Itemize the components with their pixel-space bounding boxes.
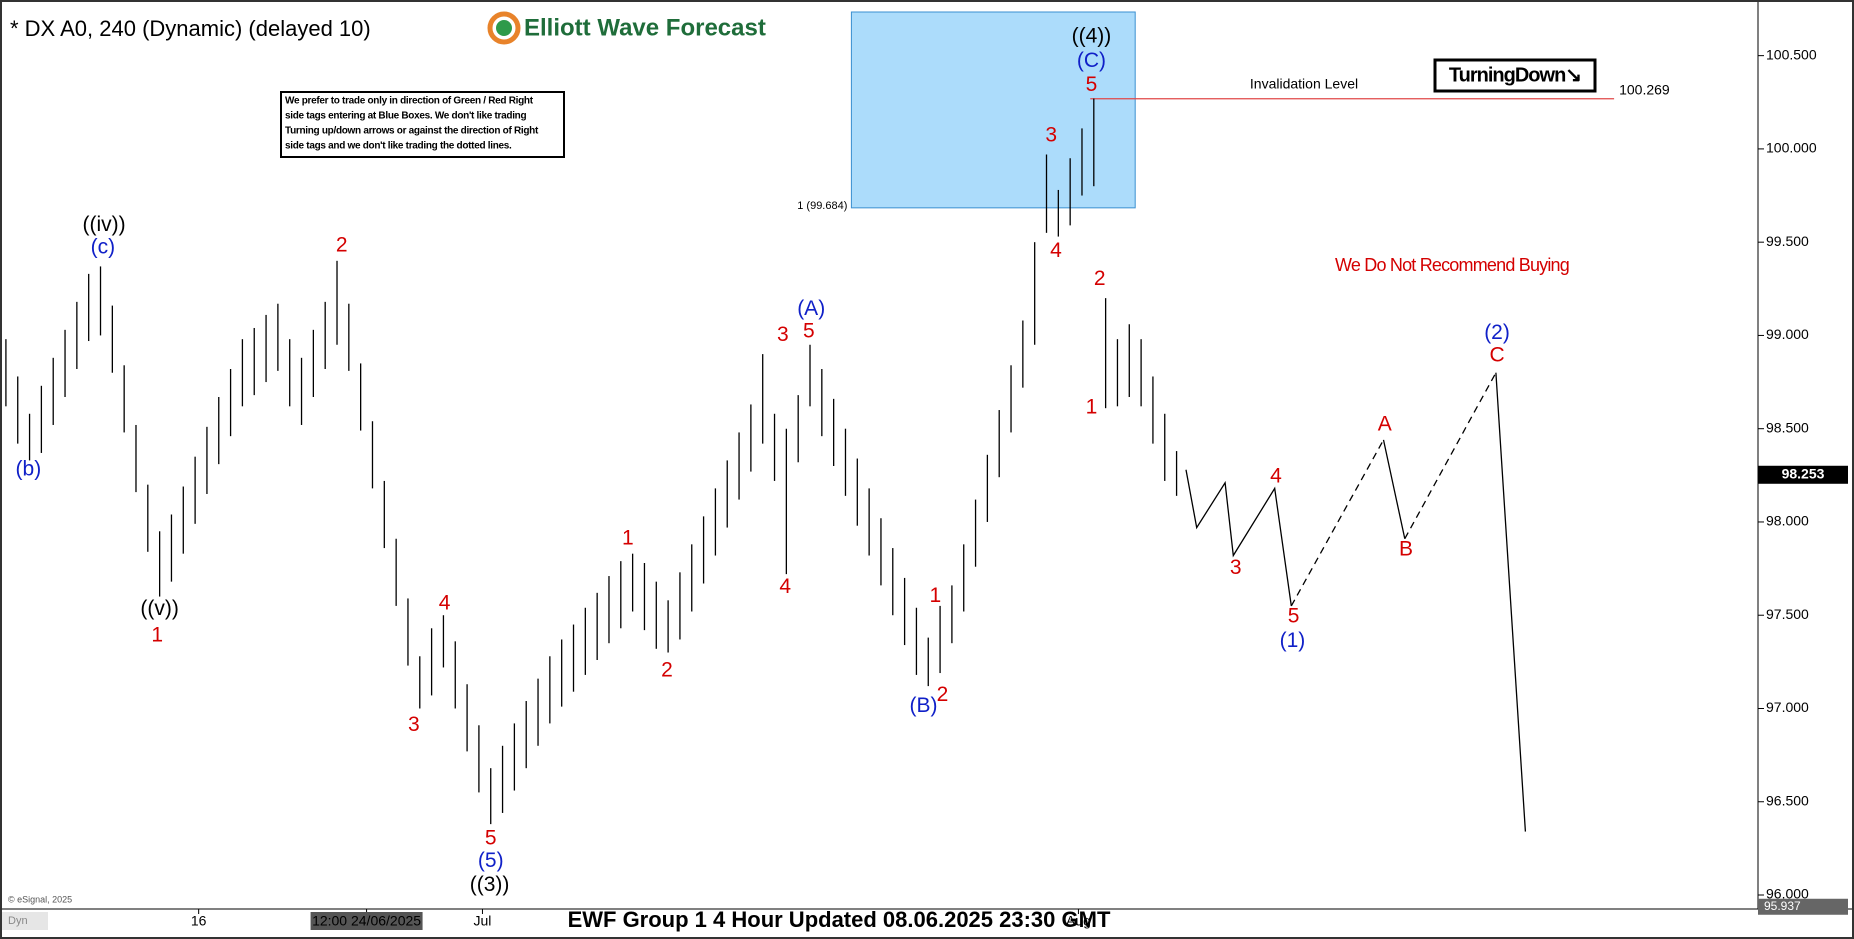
note-line: Turning up/down arrows or against the di… [285, 126, 539, 137]
wave-label: (5) [478, 849, 504, 872]
wave-label: 4 [779, 575, 791, 598]
wave-label: ((iv)) [82, 213, 125, 236]
main-layer: Invalidation Level 100.269 ((iv))(c) (b) ((v… [5, 25, 1670, 896]
wave-label: 1 [930, 584, 942, 607]
wave-label: 5 [485, 827, 497, 850]
y-tick-label: 96.500 [1766, 792, 1809, 808]
wave-label: B [1399, 537, 1413, 560]
wave-label: (b) [16, 457, 42, 480]
x-tick-label: 12:00 24/06/2025 [312, 913, 421, 929]
wave-label: 2 [661, 659, 673, 682]
projection-path [1185, 372, 1527, 832]
wave-label: 4 [439, 592, 451, 615]
y-tick-label: 100.500 [1766, 46, 1817, 62]
logo-core [496, 20, 512, 36]
y-tick-label: 98.000 [1766, 513, 1809, 529]
wave-label: 4 [1270, 465, 1282, 488]
invalidation-value: 100.269 [1619, 81, 1670, 97]
note-line: side tags and we don't like trading the … [285, 141, 512, 152]
wave-label: 3 [408, 713, 420, 736]
brand-name: Elliott Wave Forecast [524, 14, 766, 41]
wave-label: ((3)) [470, 873, 510, 896]
wave-label: 1 [151, 623, 163, 646]
wave-label: 3 [1045, 123, 1057, 146]
wave-label: 1 [622, 526, 634, 549]
badge-box [1433, 58, 1597, 93]
x-tick-label: 16 [191, 913, 207, 929]
wave-label: 3 [1230, 556, 1242, 579]
box-layer: 1 (99.684) [797, 11, 1136, 212]
wave-label: 2 [937, 683, 949, 706]
note-box [280, 91, 565, 158]
wave-label: 1 [1086, 396, 1098, 419]
box-label: 1 (99.684) [797, 200, 847, 212]
chart-title: * DX A0, 240 (Dynamic) (delayed 10) [10, 16, 371, 41]
wave-label: (1) [1280, 629, 1306, 652]
wave-label: ((v)) [140, 597, 178, 620]
x-tick-label: Jul [474, 913, 492, 929]
copyright: © eSignal, 2025 [8, 894, 72, 904]
last-price-label: 98.253 [1782, 465, 1825, 481]
y-tick-label: 99.000 [1766, 326, 1809, 342]
wave-label: (c) [91, 235, 116, 258]
y-tick-label: 97.500 [1766, 606, 1809, 622]
corner-tag-bg [2, 912, 48, 930]
wave-label: ((4)) [1072, 25, 1112, 48]
wave-label: 5 [1288, 605, 1300, 628]
wave-label: 4 [1050, 239, 1062, 262]
wave-label: (2) [1484, 321, 1510, 344]
y-tick-label: 100.000 [1766, 140, 1817, 156]
wave-label: 2 [336, 233, 348, 256]
wave-label: (C) [1077, 49, 1106, 72]
y-tick-label: 96.000 [1766, 886, 1809, 902]
wave-label: C [1489, 343, 1504, 366]
logo-bg [483, 10, 778, 46]
invalidation-label: Invalidation Level [1250, 75, 1358, 91]
x-tick-label: Aug [1066, 913, 1091, 929]
warning: We Do Not Recommend Buying [1335, 255, 1569, 275]
blue-box [850, 11, 1136, 209]
wave-label: 5 [803, 319, 815, 342]
y-tick-label: 97.000 [1766, 699, 1809, 715]
projection-path [1290, 372, 1497, 607]
wave-label: 5 [1086, 73, 1098, 96]
note-line: We prefer to trade only in direction of … [285, 96, 534, 107]
y-tick-label: 98.500 [1766, 419, 1809, 435]
badge: TurningDown↘ [1449, 64, 1581, 86]
wave-label: (A) [797, 297, 825, 320]
wave-label: 3 [777, 323, 789, 346]
corner-tag: Dyn [8, 915, 28, 927]
wave-label: 2 [1094, 267, 1106, 290]
brand-logo: Elliott Wave Forecast [483, 10, 778, 46]
note-line: side tags entering at Blue Boxes. We don… [285, 111, 526, 122]
low-tag [1758, 898, 1848, 915]
y-tick-label: 99.500 [1766, 233, 1809, 249]
crosshair-label-bg [310, 912, 423, 930]
low-tag-label: 95.937 [1764, 899, 1801, 913]
wave-label: A [1378, 413, 1392, 436]
wave-label: (B) [910, 694, 938, 717]
last-price-tag [1758, 465, 1848, 484]
footer: EWF Group 1 4 Hour Updated 08.06.2025 23… [568, 907, 1111, 932]
logo-ring [487, 11, 521, 45]
